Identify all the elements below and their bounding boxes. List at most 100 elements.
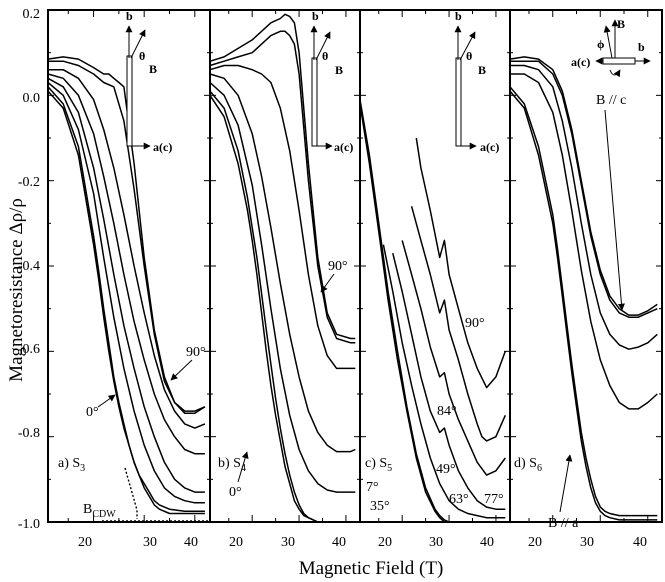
panel-d-annotations: B // c B // a — [548, 93, 626, 531]
annotation-0deg: 0° — [86, 405, 99, 420]
series-line — [392, 253, 506, 510]
x-tick-label: 30 — [580, 535, 594, 550]
series-line — [209, 81, 356, 493]
series-line — [48, 68, 206, 429]
panel-b-label: b) S4 — [218, 456, 246, 474]
x-tick-label: 20 — [528, 535, 542, 550]
x-tick-label: 20 — [378, 535, 392, 550]
inset-b-label: b — [312, 9, 319, 23]
annotation-b-parallel-c: B // c — [596, 93, 626, 108]
series-line — [509, 56, 658, 316]
panel-d — [509, 9, 663, 523]
panel-c-inset: b B θ a(c) — [454, 9, 499, 154]
annotation-arrow — [97, 394, 116, 408]
series-line — [209, 13, 356, 340]
annotation-90deg: 90° — [465, 316, 485, 331]
x-tick-label: 30 — [281, 535, 295, 550]
panel-a-annotations: 90° 0° BCDW — [83, 345, 210, 522]
x-tick-label: 20 — [229, 535, 243, 550]
y-tick-label: -0.8 — [18, 426, 40, 441]
inset-ac-label: a(c) — [334, 140, 353, 154]
annotation-7deg: 7° — [366, 480, 379, 495]
series-line — [510, 60, 658, 318]
inset-b-label: b — [126, 9, 133, 23]
annotation-arrow — [604, 109, 625, 311]
field-arrow — [459, 31, 476, 61]
inset-theta-label: θ — [322, 49, 328, 63]
inset-ac-label: a(c) — [153, 140, 172, 154]
series-line — [509, 86, 658, 517]
y-tick-labels: 0.2 0.0 -0.2 -0.4 -0.6 -0.8 -1.0 — [18, 7, 40, 532]
series-line — [359, 99, 459, 523]
panel-b-inset: b B θ a(c) — [310, 9, 353, 154]
x-tick-label: 40 — [184, 535, 198, 550]
sample-bar — [311, 57, 318, 147]
inset-field-label: B — [478, 63, 486, 77]
annotation-b-parallel-a: B // a — [548, 516, 579, 531]
y-tick-label: 0.0 — [23, 91, 41, 106]
inset-phi-label: ϕ — [597, 37, 605, 51]
panel-frame — [509, 9, 663, 523]
field-arrow — [315, 31, 331, 61]
field-arrow — [130, 29, 146, 59]
series-line — [47, 81, 205, 504]
y-tick-label: 0.2 — [23, 7, 41, 22]
annotation-bcdw: BCDW — [83, 502, 116, 520]
series-line — [359, 103, 459, 523]
x-tick-label: 40 — [633, 535, 647, 550]
panel-b-annotations: 90° 0° — [229, 259, 348, 500]
panel-labels: a) S3 b) S4 c) S5 d) S6 — [58, 456, 542, 474]
series-line — [209, 73, 356, 453]
panel-a-inset: b B θ a(c) — [125, 9, 172, 154]
y-tick-label: -1.0 — [18, 517, 40, 532]
annotation-arrow — [237, 451, 249, 483]
panel-d-inset: B ϕ b a(c) — [571, 17, 651, 78]
x-tick-label: 40 — [480, 535, 494, 550]
y-axis-title: Magnetoresistance Δρ/ρ — [6, 198, 27, 382]
series-line — [510, 64, 658, 350]
panel-c — [359, 9, 511, 523]
panel-d-label: d) S6 — [514, 456, 542, 474]
annotation-arrow — [559, 454, 573, 513]
series-line — [415, 137, 507, 389]
series-line — [47, 90, 205, 515]
annotation-49deg: 49° — [436, 462, 456, 477]
x-tick-labels: 20 30 40 20 30 40 20 30 40 20 30 40 — [78, 535, 647, 550]
field-arrow — [603, 25, 613, 59]
bcdw-dotted-line — [102, 467, 210, 522]
annotation-90deg: 90° — [328, 259, 348, 274]
annotation-arrow — [320, 273, 335, 293]
inset-field-label: B — [149, 62, 157, 76]
panels — [47, 9, 663, 523]
annotation-77deg: 77° — [484, 492, 504, 507]
inset-theta-label: θ — [466, 49, 472, 63]
x-tick-label: 20 — [78, 535, 92, 550]
annotation-35deg: 35° — [370, 499, 390, 514]
annotation-90deg: 90° — [186, 345, 206, 360]
annotation-arrow — [170, 359, 193, 381]
series-line — [47, 77, 205, 493]
series-line — [401, 240, 506, 476]
panel-a-label: a) S3 — [58, 456, 85, 474]
series-line — [410, 206, 506, 442]
panel-c-annotations: 90° 84° 7° 35° 49° 63° 77° — [366, 316, 504, 514]
inset-b-label: b — [638, 40, 645, 54]
series-line — [510, 73, 658, 410]
series-line — [48, 60, 206, 412]
inset-ac-label: a(c) — [571, 55, 590, 69]
inset-theta-label: θ — [139, 49, 145, 63]
rotation-arrow — [609, 69, 621, 78]
series-line — [47, 73, 205, 455]
inset-field-label: B — [617, 17, 625, 31]
series-line — [47, 86, 205, 513]
inset-field-label: B — [335, 63, 343, 77]
x-tick-label: 30 — [143, 535, 157, 550]
inset-ac-label: a(c) — [480, 140, 499, 154]
series-line — [209, 90, 356, 523]
series-line — [509, 90, 658, 521]
y-tick-label: -0.4 — [18, 259, 40, 274]
x-tick-label: 30 — [429, 535, 443, 550]
y-tick-label: -0.6 — [18, 342, 40, 357]
annotation-0deg: 0° — [229, 485, 242, 500]
